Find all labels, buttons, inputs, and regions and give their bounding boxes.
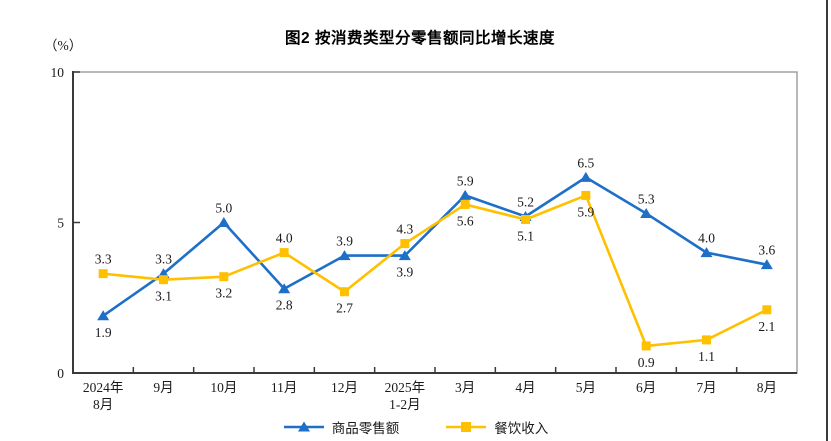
- svg-text:2.1: 2.1: [758, 319, 775, 334]
- goods-line-marker-icon: [283, 421, 324, 432]
- svg-text:0: 0: [57, 366, 64, 381]
- svg-text:5.0: 5.0: [215, 201, 232, 216]
- window-edge-divider: [826, 0, 828, 441]
- svg-text:5.6: 5.6: [457, 213, 474, 228]
- chart-title: 图2 按消费类型分零售额同比增长速度: [285, 30, 555, 47]
- svg-text:7月: 7月: [696, 380, 716, 395]
- legend-label-catering: 餐饮收入: [494, 421, 549, 436]
- svg-text:3.3: 3.3: [95, 252, 112, 267]
- svg-text:0.9: 0.9: [638, 355, 655, 370]
- svg-text:1.1: 1.1: [698, 349, 715, 364]
- svg-text:3.1: 3.1: [155, 289, 172, 304]
- svg-text:12月: 12月: [331, 380, 358, 395]
- svg-text:2024年: 2024年: [83, 380, 124, 395]
- svg-text:6.5: 6.5: [577, 155, 594, 170]
- legend: 商品零售额 餐饮收入: [0, 417, 831, 437]
- legend-item-goods: 商品零售额: [283, 417, 400, 437]
- svg-text:5.9: 5.9: [577, 204, 594, 219]
- y-axis-unit-label: （%）: [44, 38, 83, 53]
- svg-text:5月: 5月: [576, 380, 596, 395]
- svg-text:5.1: 5.1: [517, 228, 534, 243]
- svg-text:3.9: 3.9: [396, 265, 413, 280]
- svg-text:5.2: 5.2: [517, 194, 534, 209]
- catering-line-marker-icon: [446, 422, 487, 432]
- svg-text:3.9: 3.9: [336, 234, 353, 249]
- svg-text:5.9: 5.9: [457, 173, 474, 188]
- svg-text:4.0: 4.0: [276, 231, 293, 246]
- svg-text:8月: 8月: [93, 397, 113, 412]
- svg-text:4月: 4月: [515, 380, 535, 395]
- svg-text:1.9: 1.9: [95, 325, 112, 340]
- svg-text:1-2月: 1-2月: [389, 397, 421, 412]
- svg-text:2.8: 2.8: [276, 298, 293, 313]
- svg-text:6月: 6月: [636, 380, 656, 395]
- svg-text:9月: 9月: [153, 380, 173, 395]
- legend-label-goods: 商品零售额: [331, 421, 400, 436]
- svg-text:10月: 10月: [210, 380, 237, 395]
- svg-text:4.3: 4.3: [396, 222, 413, 237]
- svg-text:5.3: 5.3: [638, 191, 655, 206]
- svg-text:8月: 8月: [757, 380, 777, 395]
- svg-text:4.0: 4.0: [698, 231, 715, 246]
- legend-item-catering: 餐饮收入: [445, 417, 548, 437]
- svg-text:3.3: 3.3: [155, 252, 172, 267]
- svg-text:2025年: 2025年: [385, 380, 426, 395]
- svg-text:3.2: 3.2: [215, 286, 232, 301]
- svg-text:3.6: 3.6: [758, 243, 775, 258]
- svg-text:2.7: 2.7: [336, 301, 353, 316]
- svg-text:10: 10: [51, 65, 65, 80]
- svg-text:11月: 11月: [271, 380, 298, 395]
- svg-text:5: 5: [57, 216, 64, 231]
- svg-text:3月: 3月: [455, 380, 475, 395]
